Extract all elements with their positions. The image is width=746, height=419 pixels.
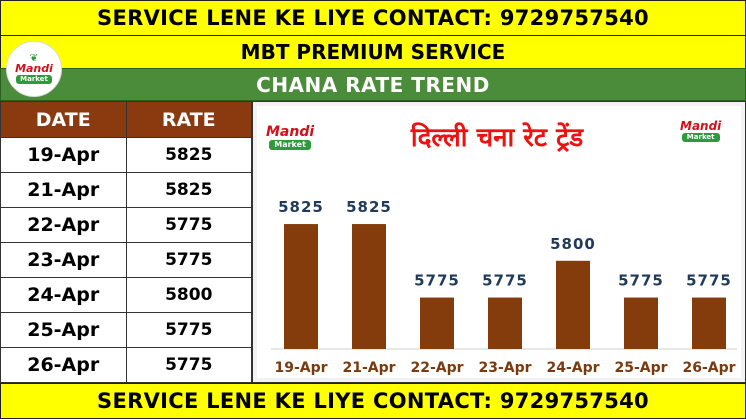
bar-chart: 5825 19-Apr 5825 21-Apr 5775 22-Apr 5775 23-Apr… — [271, 198, 737, 376]
data-label: 5775 — [618, 272, 664, 290]
chart-title: दिल्ली चना रेट ट्रेंड — [410, 123, 584, 153]
rate-cell: 5775 — [125, 242, 252, 278]
x-tick-label: 23-Apr — [478, 360, 531, 376]
rate-cell: 5775 — [125, 347, 252, 383]
date-cell: 21-Apr — [0, 172, 127, 208]
trend-title-bar: CHANA RATE TREND — [0, 68, 746, 101]
date-cell: 26-Apr — [0, 347, 127, 383]
table-row: 25-Apr 5775 — [0, 312, 252, 348]
table-row: 24-Apr 5800 — [0, 277, 252, 313]
contact-banner-bottom: SERVICE LENE KE LIYE CONTACT: 9729757540 — [0, 383, 746, 419]
bar-26-Apr — [692, 297, 726, 349]
mandi-market-logo: ❦ Mandi Market — [6, 41, 62, 97]
bar-23-Apr — [488, 297, 522, 349]
rate-cell: 5775 — [125, 207, 252, 243]
date-cell: 23-Apr — [0, 242, 127, 278]
x-tick-label: 26-Apr — [682, 360, 735, 376]
date-cell: 25-Apr — [0, 312, 127, 348]
rate-cell: 5825 — [125, 137, 252, 173]
logo-tag: Market — [16, 75, 52, 84]
contact-banner-top: SERVICE LENE KE LIYE CONTACT: 9729757540 — [0, 0, 746, 36]
x-tick-label: 22-Apr — [410, 360, 463, 376]
data-label: 5825 — [278, 198, 324, 216]
mandi-market-logo-right: Mandi Market — [680, 120, 721, 142]
date-cell: 24-Apr — [0, 277, 127, 313]
data-label: 5775 — [482, 272, 528, 290]
mandi-market-logo-left: Mandi Market — [266, 125, 314, 150]
contact-banner-text: SERVICE LENE KE LIYE CONTACT: 9729757540 — [97, 389, 649, 413]
table-row: 26-Apr 5775 — [0, 347, 252, 383]
date-cell: 22-Apr — [0, 207, 127, 243]
service-subtitle: MBT PREMIUM SERVICE — [240, 40, 506, 64]
date-column-header: DATE — [0, 101, 127, 138]
chart-area: Mandi Market दिल्ली चना रेट ट्रेंड Mandi… — [257, 106, 741, 378]
logo-tag: Market — [269, 140, 311, 150]
x-tick-label: 21-Apr — [342, 360, 395, 376]
rate-column-header: RATE — [125, 101, 252, 138]
bar-21-Apr — [352, 224, 386, 349]
table-row: 21-Apr 5825 — [0, 172, 252, 208]
bar-19-Apr — [284, 224, 318, 349]
rate-cell: 5800 — [125, 277, 252, 313]
x-tick-label: 24-Apr — [546, 360, 599, 376]
data-label: 5775 — [686, 272, 732, 290]
date-cell: 19-Apr — [0, 137, 127, 173]
logo-word: Mandi — [266, 124, 315, 140]
logo-word: Mandi — [15, 62, 53, 75]
bar-25-Apr — [624, 297, 658, 349]
service-subtitle-bar: MBT PREMIUM SERVICE — [0, 36, 746, 68]
contact-banner-text: SERVICE LENE KE LIYE CONTACT: 9729757540 — [97, 6, 649, 30]
rate-cell: 5825 — [125, 172, 252, 208]
rate-table: DATE RATE 19-Apr 5825 21-Apr 5825 22-Apr 57… — [0, 101, 252, 383]
table-header-row: DATE RATE — [0, 101, 252, 138]
leaf-icon: ❦ — [29, 53, 39, 64]
table-row: 23-Apr 5775 — [0, 242, 252, 278]
x-tick-label: 19-Apr — [274, 360, 327, 376]
x-tick-label: 25-Apr — [614, 360, 667, 376]
data-label: 5825 — [346, 198, 392, 216]
logo-word: Mandi — [680, 119, 722, 133]
trend-title: CHANA RATE TREND — [256, 72, 490, 97]
logo-tag: Market — [681, 133, 720, 142]
table-row: 22-Apr 5775 — [0, 207, 252, 243]
data-label: 5775 — [414, 272, 460, 290]
rate-cell: 5775 — [125, 312, 252, 348]
bar-22-Apr — [420, 297, 454, 349]
bar-24-Apr — [556, 260, 590, 349]
chart-panel: Mandi Market दिल्ली चना रेट ट्रेंड Mandi… — [252, 101, 746, 383]
table-row: 19-Apr 5825 — [0, 137, 252, 173]
data-label: 5800 — [550, 235, 596, 253]
